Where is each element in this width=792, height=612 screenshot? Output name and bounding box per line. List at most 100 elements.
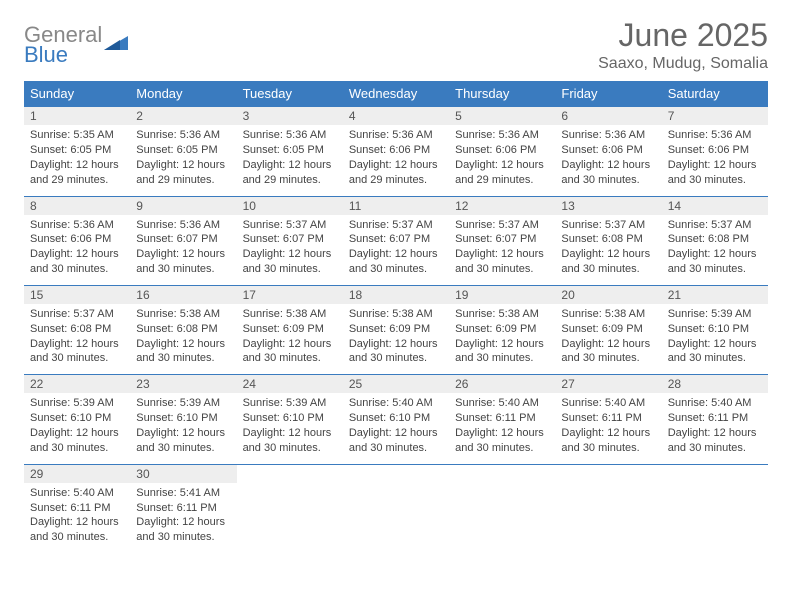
daylight-line: Daylight: 12 hours and 30 minutes.	[30, 515, 124, 545]
calendar-cell: 6Sunrise: 5:36 AMSunset: 6:06 PMDaylight…	[555, 107, 661, 196]
calendar-cell: 21Sunrise: 5:39 AMSunset: 6:10 PMDayligh…	[662, 285, 768, 374]
sunset-line: Sunset: 6:06 PM	[349, 143, 443, 158]
day-number: 4	[343, 107, 449, 125]
sunrise-label: Sunrise:	[561, 129, 604, 141]
calendar-cell: 25Sunrise: 5:40 AMSunset: 6:10 PMDayligh…	[343, 375, 449, 464]
sunset-value: 6:08 PM	[70, 323, 111, 335]
daylight-label: Daylight:	[243, 248, 289, 260]
day-number: 6	[555, 107, 661, 125]
sunset-label: Sunset:	[455, 233, 495, 245]
sunset-line: Sunset: 6:05 PM	[30, 143, 124, 158]
sunrise-label: Sunrise:	[30, 397, 73, 409]
sunset-value: 6:08 PM	[602, 233, 643, 245]
calendar-cell: 13Sunrise: 5:37 AMSunset: 6:08 PMDayligh…	[555, 196, 661, 285]
daylight-line: Daylight: 12 hours and 30 minutes.	[561, 337, 655, 367]
daylight-line: Daylight: 12 hours and 30 minutes.	[668, 247, 762, 277]
calendar-cell: 11Sunrise: 5:37 AMSunset: 6:07 PMDayligh…	[343, 196, 449, 285]
sunset-value: 6:08 PM	[708, 233, 749, 245]
calendar-page: General Blue June 2025 Saaxo, Mudug, Som…	[0, 0, 792, 553]
day-header: Saturday	[662, 81, 768, 107]
day-number: 27	[555, 375, 661, 393]
sunset-line: Sunset: 6:11 PM	[136, 501, 230, 516]
calendar-cell: 17Sunrise: 5:38 AMSunset: 6:09 PMDayligh…	[237, 285, 343, 374]
sunrise-line: Sunrise: 5:40 AM	[455, 396, 549, 411]
calendar-cell: 4Sunrise: 5:36 AMSunset: 6:06 PMDaylight…	[343, 107, 449, 196]
sunrise-label: Sunrise:	[668, 397, 711, 409]
calendar-cell: 12Sunrise: 5:37 AMSunset: 6:07 PMDayligh…	[449, 196, 555, 285]
sunrise-line: Sunrise: 5:38 AM	[561, 307, 655, 322]
calendar-cell: 28Sunrise: 5:40 AMSunset: 6:11 PMDayligh…	[662, 375, 768, 464]
sunset-value: 6:11 PM	[70, 502, 110, 514]
daylight-line: Daylight: 12 hours and 30 minutes.	[349, 247, 443, 277]
day-details: Sunrise: 5:36 AMSunset: 6:06 PMDaylight:…	[24, 215, 130, 285]
day-details: Sunrise: 5:38 AMSunset: 6:09 PMDaylight:…	[555, 304, 661, 374]
day-number: 1	[24, 107, 130, 125]
sunrise-label: Sunrise:	[136, 308, 179, 320]
sunset-line: Sunset: 6:07 PM	[136, 232, 230, 247]
day-details: Sunrise: 5:37 AMSunset: 6:07 PMDaylight:…	[237, 215, 343, 285]
day-number: 17	[237, 286, 343, 304]
sunset-line: Sunset: 6:09 PM	[349, 322, 443, 337]
sunset-value: 6:06 PM	[70, 233, 111, 245]
sunrise-value: 5:37 AM	[73, 308, 113, 320]
sunset-line: Sunset: 6:06 PM	[455, 143, 549, 158]
calendar-week-row: 15Sunrise: 5:37 AMSunset: 6:08 PMDayligh…	[24, 285, 768, 374]
day-number: 20	[555, 286, 661, 304]
sunrise-line: Sunrise: 5:38 AM	[349, 307, 443, 322]
day-number: 18	[343, 286, 449, 304]
day-header: Thursday	[449, 81, 555, 107]
sunset-line: Sunset: 6:07 PM	[243, 232, 337, 247]
sunset-value: 6:06 PM	[389, 144, 430, 156]
sunrise-label: Sunrise:	[349, 308, 392, 320]
sunset-value: 6:06 PM	[708, 144, 749, 156]
daylight-line: Daylight: 12 hours and 29 minutes.	[243, 158, 337, 188]
sunrise-label: Sunrise:	[243, 129, 286, 141]
sunset-line: Sunset: 6:10 PM	[349, 411, 443, 426]
sunset-value: 6:10 PM	[283, 412, 324, 424]
sunset-label: Sunset:	[455, 412, 495, 424]
sunset-line: Sunset: 6:11 PM	[668, 411, 762, 426]
day-details: Sunrise: 5:37 AMSunset: 6:07 PMDaylight:…	[343, 215, 449, 285]
sunrise-label: Sunrise:	[243, 308, 286, 320]
sunrise-value: 5:36 AM	[286, 129, 326, 141]
calendar-cell: 14Sunrise: 5:37 AMSunset: 6:08 PMDayligh…	[662, 196, 768, 285]
day-details: Sunrise: 5:36 AMSunset: 6:06 PMDaylight:…	[343, 125, 449, 195]
sunset-value: 6:10 PM	[70, 412, 111, 424]
sunset-value: 6:09 PM	[495, 323, 536, 335]
sunset-line: Sunset: 6:11 PM	[30, 501, 124, 516]
sunset-label: Sunset:	[349, 233, 389, 245]
sunrise-line: Sunrise: 5:38 AM	[455, 307, 549, 322]
sunrise-label: Sunrise:	[136, 487, 179, 499]
day-details: Sunrise: 5:40 AMSunset: 6:11 PMDaylight:…	[662, 393, 768, 463]
sunset-value: 6:06 PM	[602, 144, 643, 156]
sunrise-value: 5:36 AM	[392, 129, 432, 141]
day-details: Sunrise: 5:38 AMSunset: 6:09 PMDaylight:…	[237, 304, 343, 374]
sunset-line: Sunset: 6:08 PM	[561, 232, 655, 247]
calendar-cell: 5Sunrise: 5:36 AMSunset: 6:06 PMDaylight…	[449, 107, 555, 196]
sunset-value: 6:05 PM	[70, 144, 111, 156]
sunset-label: Sunset:	[349, 323, 389, 335]
calendar-cell: 26Sunrise: 5:40 AMSunset: 6:11 PMDayligh…	[449, 375, 555, 464]
calendar-cell: .....	[555, 464, 661, 553]
daylight-label: Daylight:	[136, 248, 182, 260]
day-details: Sunrise: 5:35 AMSunset: 6:05 PMDaylight:…	[24, 125, 130, 195]
sunrise-line: Sunrise: 5:37 AM	[668, 218, 762, 233]
daylight-line: Daylight: 12 hours and 30 minutes.	[30, 337, 124, 367]
daylight-line: Daylight: 12 hours and 30 minutes.	[561, 247, 655, 277]
day-number: 23	[130, 375, 236, 393]
sunrise-value: 5:39 AM	[73, 397, 113, 409]
day-details: Sunrise: 5:39 AMSunset: 6:10 PMDaylight:…	[662, 304, 768, 374]
sunset-line: Sunset: 6:07 PM	[349, 232, 443, 247]
sunrise-label: Sunrise:	[455, 308, 498, 320]
sunset-label: Sunset:	[668, 144, 708, 156]
sunrise-value: 5:39 AM	[180, 397, 220, 409]
sunset-label: Sunset:	[349, 412, 389, 424]
sunset-line: Sunset: 6:09 PM	[455, 322, 549, 337]
sunrise-value: 5:38 AM	[499, 308, 539, 320]
sunset-value: 6:09 PM	[389, 323, 430, 335]
sunrise-line: Sunrise: 5:36 AM	[243, 128, 337, 143]
sunset-label: Sunset:	[668, 412, 708, 424]
daylight-line: Daylight: 12 hours and 30 minutes.	[349, 337, 443, 367]
calendar-cell: 3Sunrise: 5:36 AMSunset: 6:05 PMDaylight…	[237, 107, 343, 196]
sunrise-label: Sunrise:	[349, 219, 392, 231]
